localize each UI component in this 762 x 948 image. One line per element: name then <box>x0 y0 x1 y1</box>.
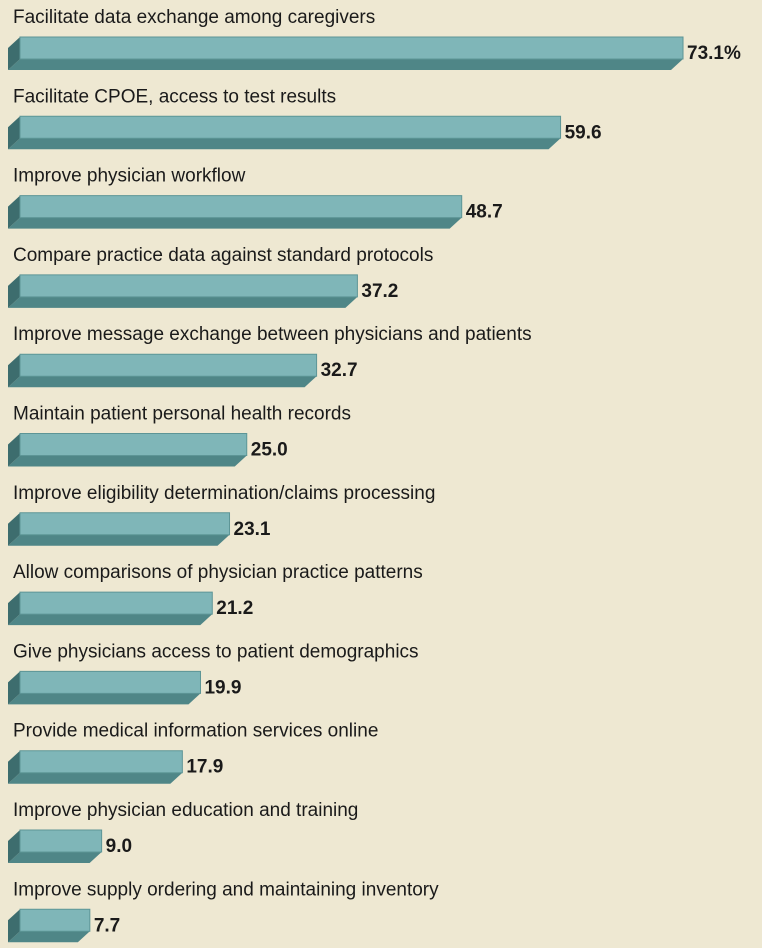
category-label: Improve supply ordering and maintaining … <box>13 879 439 900</box>
category-label: Provide medical information services onl… <box>13 721 378 742</box>
value-label: 23.1 <box>234 519 271 540</box>
value-label: 21.2 <box>216 598 253 619</box>
bar <box>8 36 684 70</box>
bar-bottom <box>8 455 247 467</box>
value-label: 7.7 <box>94 915 120 936</box>
bar-front <box>19 670 201 694</box>
value-label: 19.9 <box>204 677 241 698</box>
bar-front <box>19 591 213 615</box>
bar-side <box>8 433 20 467</box>
category-label: Give physicians access to patient demogr… <box>13 641 419 662</box>
bar <box>8 353 318 388</box>
bar <box>8 433 248 467</box>
value-label: 25.0 <box>251 440 288 461</box>
category-label: Facilitate data exchange among caregiver… <box>13 7 375 28</box>
bar <box>8 512 231 546</box>
bar-side <box>8 37 20 70</box>
bar-side <box>8 750 20 784</box>
bar-front <box>19 433 248 456</box>
bar-bottom <box>8 931 90 943</box>
bar <box>8 274 358 308</box>
bar-side <box>8 274 20 308</box>
bar-front <box>19 750 183 774</box>
value-label: 59.6 <box>565 122 602 143</box>
bar-front <box>19 274 358 298</box>
bar-side <box>8 909 20 943</box>
bar-front <box>19 908 91 932</box>
bar-bottom <box>8 217 462 229</box>
bar-side <box>8 195 20 229</box>
bar <box>8 591 213 626</box>
value-label: 48.7 <box>466 202 503 223</box>
category-label: Compare practice data against standard p… <box>13 245 433 266</box>
value-label: 9.0 <box>106 836 132 857</box>
bar-bottom <box>8 772 183 784</box>
bar-front <box>19 195 463 219</box>
bar-bottom <box>8 534 230 546</box>
bar <box>8 829 103 863</box>
bar-front <box>19 115 562 139</box>
bar-bottom <box>8 852 102 863</box>
bar-bottom <box>8 138 561 150</box>
category-label: Allow comparisons of physician practice … <box>13 562 423 583</box>
bar-bottom <box>8 693 201 705</box>
bar <box>8 670 201 705</box>
bar-side <box>8 116 20 150</box>
bar-side <box>8 671 20 705</box>
bar <box>8 908 91 943</box>
value-label: 73.1% <box>687 43 741 64</box>
bar-side <box>8 354 20 388</box>
bar-bottom <box>8 376 317 388</box>
bar-front <box>19 353 318 377</box>
bar-side <box>8 592 20 626</box>
value-label: 32.7 <box>321 360 358 381</box>
category-label: Improve physician workflow <box>13 166 246 187</box>
bar-side <box>8 512 20 546</box>
bar-bottom <box>8 296 358 308</box>
category-label: Facilitate CPOE, access to test results <box>13 86 336 107</box>
bar-bottom <box>8 59 684 70</box>
bar-front <box>19 36 684 60</box>
bar <box>8 750 183 784</box>
category-label: Improve message exchange between physici… <box>13 324 532 345</box>
category-label: Improve eligibility determination/claims… <box>13 483 435 504</box>
bar-front <box>19 829 103 853</box>
value-label: 17.9 <box>186 757 223 778</box>
bar-bottom <box>8 614 213 626</box>
category-label: Improve physician education and training <box>13 800 358 821</box>
value-label: 37.2 <box>361 281 398 302</box>
category-label: Maintain patient personal health records <box>13 404 351 425</box>
bar <box>8 195 463 229</box>
bar <box>8 115 562 150</box>
bar-side <box>8 830 20 863</box>
bar-front <box>19 512 231 536</box>
